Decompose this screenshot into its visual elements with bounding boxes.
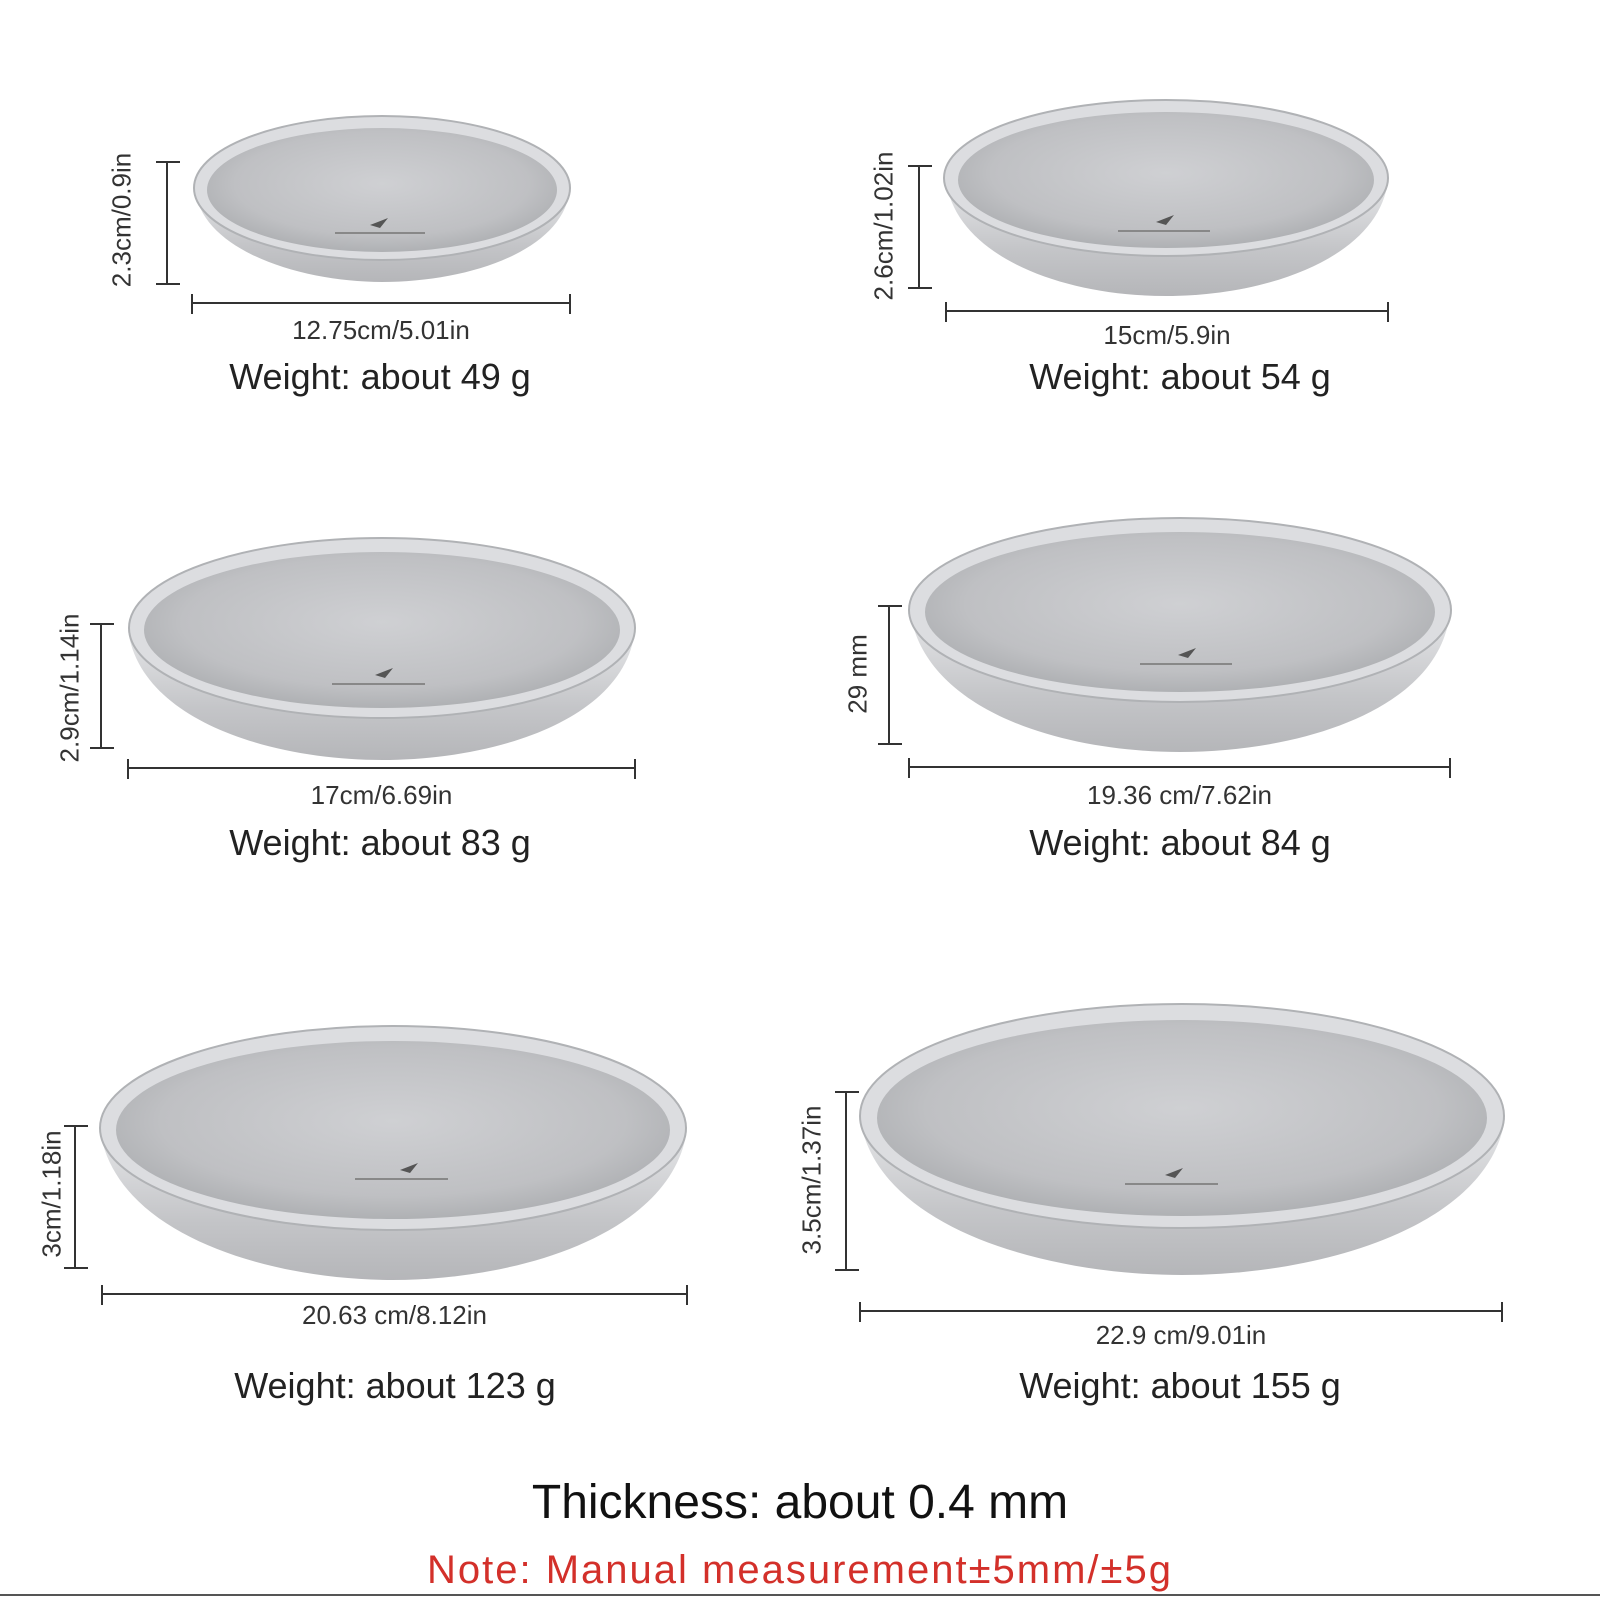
plate-5 <box>99 1025 687 1280</box>
plate-3-height-label: 2.9cm/1.14in <box>54 613 85 763</box>
plate-5-height-label: 3cm/1.18in <box>36 1130 67 1258</box>
plate-3-width-line <box>127 759 636 779</box>
plate-4 <box>908 517 1452 752</box>
plate-3-width-label: 17cm/6.69in <box>310 780 453 810</box>
plate-1-weight: Weight: about 49 g <box>229 356 531 397</box>
plate-1-height-line <box>156 161 180 285</box>
plate-4-height-label: 29 mm <box>842 634 873 714</box>
plate-1-width-line <box>191 294 571 314</box>
plate-2-width-line <box>945 302 1389 322</box>
measurement-note: Note: Manual measurement±5mm/±5g <box>427 1548 1173 1592</box>
plate-2 <box>943 99 1389 296</box>
plate-1-width-label: 12.75cm/5.01in <box>292 315 470 345</box>
plate-6-height-line <box>835 1091 859 1271</box>
plate-4-height-line <box>878 605 902 745</box>
plate-2-weight: Weight: about 54 g <box>1029 356 1331 397</box>
thickness-text: Thickness: about 0.4 mm <box>531 1476 1069 1529</box>
plate-6-weight: Weight: about 155 g <box>1019 1365 1341 1406</box>
brand-logo-icon <box>1165 1168 1183 1178</box>
plate-2-height-line <box>908 165 932 289</box>
plate-4-width-label: 19.36 cm/7.62in <box>1086 780 1272 810</box>
brand-logo-icon <box>370 218 388 228</box>
plate-5-width-label: 20.63 cm/8.12in <box>301 1300 487 1330</box>
plate-3 <box>128 537 636 760</box>
plate-6-height-label: 3.5cm/1.37in <box>796 1105 827 1255</box>
brand-logo-icon <box>1178 648 1196 658</box>
plate-1-height-label: 2.3cm/0.9in <box>106 152 137 288</box>
plate-3-height-line <box>90 623 114 749</box>
plate-5-height-line <box>64 1125 88 1269</box>
plate-5-weight: Weight: about 123 g <box>234 1365 556 1406</box>
plate-6-width-line <box>859 1302 1503 1322</box>
bottom-divider <box>0 1594 1600 1596</box>
plate-1 <box>193 115 571 282</box>
plate-2-width-label: 15cm/5.9in <box>1103 320 1231 350</box>
brand-logo-icon <box>400 1163 418 1173</box>
plate-4-width-line <box>908 758 1451 778</box>
plate-4-weight: Weight: about 84 g <box>1029 822 1331 863</box>
plate-3-weight: Weight: about 83 g <box>229 822 531 863</box>
brand-logo-icon <box>375 668 393 678</box>
plate-6-width-label: 22.9 cm/9.01in <box>1095 1320 1267 1350</box>
brand-logo-icon <box>1156 215 1174 225</box>
plate-2-height-label: 2.6cm/1.02in <box>868 151 899 301</box>
plate-6 <box>859 1003 1505 1275</box>
plate-5-width-line <box>101 1285 688 1305</box>
